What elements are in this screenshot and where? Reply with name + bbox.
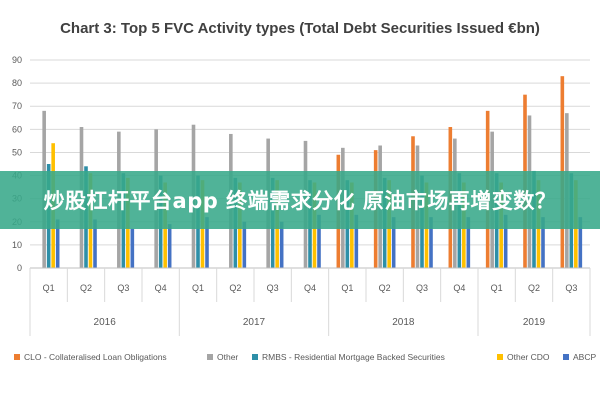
bar — [242, 221, 247, 268]
x-year-label: 2016 — [94, 317, 117, 328]
legend-label: Other — [217, 352, 238, 362]
x-tick-label: Q1 — [341, 283, 353, 293]
x-tick-label: Q4 — [155, 283, 167, 293]
x-tick-label: Q2 — [528, 283, 540, 293]
y-tick-label: 80 — [12, 78, 22, 88]
legend-label: CLO - Collateralised Loan Obligations — [24, 352, 167, 362]
y-axis-ticks: 0102030405060708090 — [12, 55, 22, 273]
x-tick-label: Q3 — [565, 283, 577, 293]
bar — [429, 217, 433, 268]
legend: CLO - Collateralised Loan Obligations Oth… — [14, 352, 596, 362]
x-tick-label: Q3 — [117, 283, 129, 293]
x-year-label: 2017 — [243, 317, 266, 328]
legend-swatch — [207, 354, 213, 360]
y-tick-label: 50 — [12, 147, 22, 157]
bar — [93, 219, 97, 268]
x-tick-label: Q3 — [416, 283, 428, 293]
y-tick-label: 0 — [17, 263, 22, 273]
x-axis: Q1 Q2 Q3 Q4 Q1 Q2 Q3 Q4 Q1 Q2 Q3 Q4 Q1 Q2 Q3 2016 2017 20… — [29, 267, 591, 336]
bar — [503, 214, 508, 268]
bar — [466, 217, 471, 268]
legend-label: ABCP — [573, 352, 596, 362]
x-tick-label: Q2 — [379, 283, 391, 293]
x-year-label: 2019 — [523, 317, 546, 328]
y-tick-label: 60 — [12, 124, 22, 134]
bar — [205, 217, 209, 268]
x-tick-label: Q2 — [80, 283, 92, 293]
bar — [167, 224, 172, 268]
x-tick-label: Q2 — [229, 283, 241, 293]
legend-swatch — [497, 354, 503, 360]
x-tick-label: Q1 — [43, 283, 55, 293]
y-tick-label: 10 — [12, 240, 22, 250]
bar — [541, 217, 545, 268]
legend-label: Other CDO — [507, 352, 550, 362]
legend-swatch — [252, 354, 258, 360]
legend-label: RMBS - Residential Mortgage Backed Secur… — [262, 352, 445, 362]
bar — [391, 217, 396, 268]
legend-swatch — [563, 354, 569, 360]
watermark-text: 炒股杠杆平台app 终端需求分化 原油市场再增变数？ — [43, 189, 557, 213]
y-tick-label: 90 — [12, 55, 22, 65]
bar — [130, 228, 135, 268]
x-tick-label: Q4 — [453, 283, 465, 293]
x-tick-label: Q3 — [267, 283, 279, 293]
x-tick-label: Q4 — [304, 283, 316, 293]
bar — [279, 221, 284, 268]
x-year-label: 2018 — [392, 317, 415, 328]
bar — [354, 214, 359, 268]
chart-title: Chart 3: Top 5 FVC Activity types (Total… — [60, 20, 540, 37]
bar — [578, 217, 583, 268]
bar — [55, 219, 60, 268]
x-tick-label: Q1 — [192, 283, 204, 293]
bar — [317, 214, 321, 268]
watermark-banner: 炒股杠杆平台app 终端需求分化 原油市场再增变数？ — [0, 171, 600, 229]
legend-swatch — [14, 354, 20, 360]
x-tick-label: Q1 — [491, 283, 503, 293]
y-tick-label: 70 — [12, 101, 22, 111]
